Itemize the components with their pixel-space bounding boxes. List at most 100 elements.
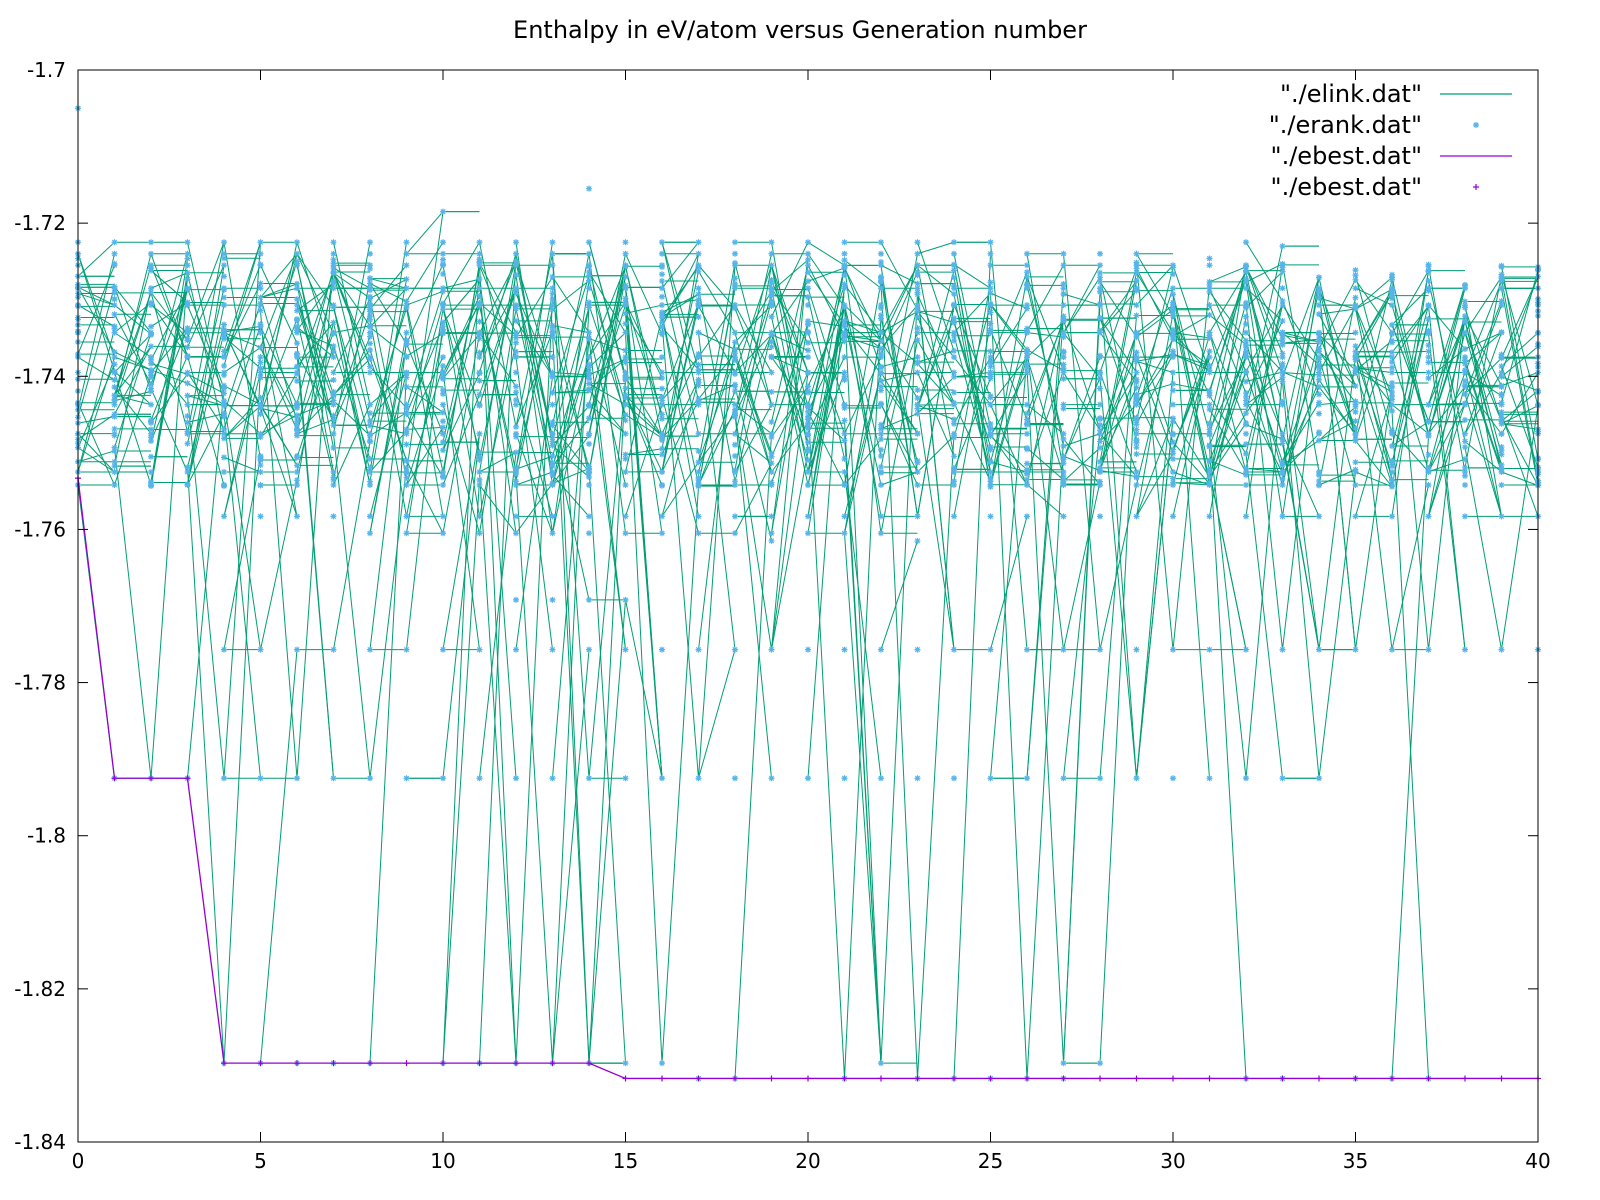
erank-point	[1279, 360, 1286, 367]
erank-point	[440, 482, 446, 489]
erank-point	[695, 459, 702, 466]
erank-point	[1389, 271, 1395, 278]
erank-point	[1133, 401, 1140, 408]
erank-point	[1425, 369, 1432, 376]
erank-point	[221, 646, 227, 653]
elink-segment	[1026, 404, 1064, 435]
erank-point	[732, 383, 738, 390]
erank-point	[914, 360, 921, 367]
elink-segment	[1355, 288, 1393, 310]
erank-point	[1352, 432, 1359, 439]
erank-point	[148, 401, 154, 408]
elink-segment	[771, 265, 809, 408]
erank-point	[367, 329, 373, 336]
erank-point	[1462, 354, 1468, 361]
erank-point	[549, 434, 556, 441]
ebest-point	[221, 1060, 227, 1067]
erank-point	[221, 425, 227, 432]
erank-point	[294, 414, 300, 421]
elink-segment	[1026, 319, 1064, 424]
elink-segment	[1026, 349, 1064, 372]
erank-point	[805, 413, 811, 420]
erank-point	[330, 304, 337, 311]
erank-point	[111, 384, 118, 391]
erank-point	[513, 383, 519, 390]
erank-point	[841, 469, 848, 475]
erank-point	[294, 421, 300, 428]
elink-segment	[479, 253, 517, 373]
erank-point	[549, 453, 556, 460]
erank-point	[695, 469, 702, 475]
erank-point	[476, 453, 483, 460]
erank-point	[1498, 285, 1505, 292]
elink-segment	[771, 259, 809, 292]
erank-point	[914, 395, 921, 402]
elink-segment	[844, 304, 882, 342]
erank-point	[367, 455, 373, 462]
elink-segment	[844, 373, 882, 534]
erank-point	[1060, 290, 1067, 297]
erank-point	[768, 313, 775, 320]
elink-segment	[1391, 404, 1429, 435]
erank-point	[513, 530, 519, 537]
elink-segment	[1245, 246, 1283, 414]
elink-segment	[917, 264, 955, 295]
erank-point	[586, 269, 592, 276]
elink-segment	[114, 286, 152, 333]
erank-point	[1243, 513, 1249, 520]
erank-point	[330, 268, 337, 275]
erank-point	[148, 250, 154, 257]
elink-segment	[1355, 440, 1393, 487]
elink-segment	[260, 326, 298, 405]
erank-point	[1425, 303, 1432, 310]
erank-point	[476, 482, 483, 489]
erank-point	[111, 323, 118, 330]
erank-point	[659, 513, 665, 520]
elink-segment	[479, 308, 517, 534]
erank-point	[1389, 321, 1395, 328]
elink-segment	[442, 304, 480, 517]
erank-point	[367, 464, 373, 471]
erank-point	[951, 319, 957, 326]
erank-point	[1389, 396, 1395, 403]
elink-segment	[442, 278, 480, 289]
x-tick-label: 10	[430, 1149, 455, 1173]
erank-point	[549, 239, 556, 246]
elink-segment	[625, 313, 663, 373]
erank-point	[221, 775, 227, 782]
ebest-point	[659, 1075, 665, 1082]
erank-point	[257, 239, 264, 246]
erank-point	[622, 455, 629, 462]
erank-point	[1060, 435, 1067, 442]
erank-point	[330, 256, 337, 263]
elink-segment	[734, 332, 772, 473]
erank-point	[1425, 342, 1432, 349]
erank-point	[330, 260, 337, 267]
x-tick-label: 40	[1525, 1149, 1550, 1173]
erank-point	[1024, 364, 1030, 371]
erank-point	[586, 185, 592, 192]
erank-point	[221, 321, 227, 328]
erank-point	[805, 775, 811, 782]
erank-point	[440, 390, 446, 397]
erank-point	[878, 304, 884, 311]
elink-segment	[296, 253, 334, 779]
elink-segment	[1282, 371, 1320, 388]
erank-point	[695, 239, 702, 246]
erank-point	[1389, 354, 1395, 361]
elink-segment	[552, 331, 590, 469]
erank-point	[1243, 465, 1249, 472]
elink-segment	[625, 304, 663, 314]
elink-segment	[1355, 308, 1393, 480]
erank-point	[1316, 372, 1322, 379]
elink-segment	[1501, 390, 1539, 422]
erank-point	[294, 323, 300, 330]
erank-point	[695, 302, 702, 309]
erank-point	[1352, 466, 1359, 473]
elink-segment	[114, 394, 152, 406]
elink-segment	[187, 413, 225, 486]
erank-point	[1243, 646, 1249, 653]
erank-point	[184, 299, 191, 306]
erank-point	[586, 646, 592, 653]
erank-point	[549, 373, 556, 380]
